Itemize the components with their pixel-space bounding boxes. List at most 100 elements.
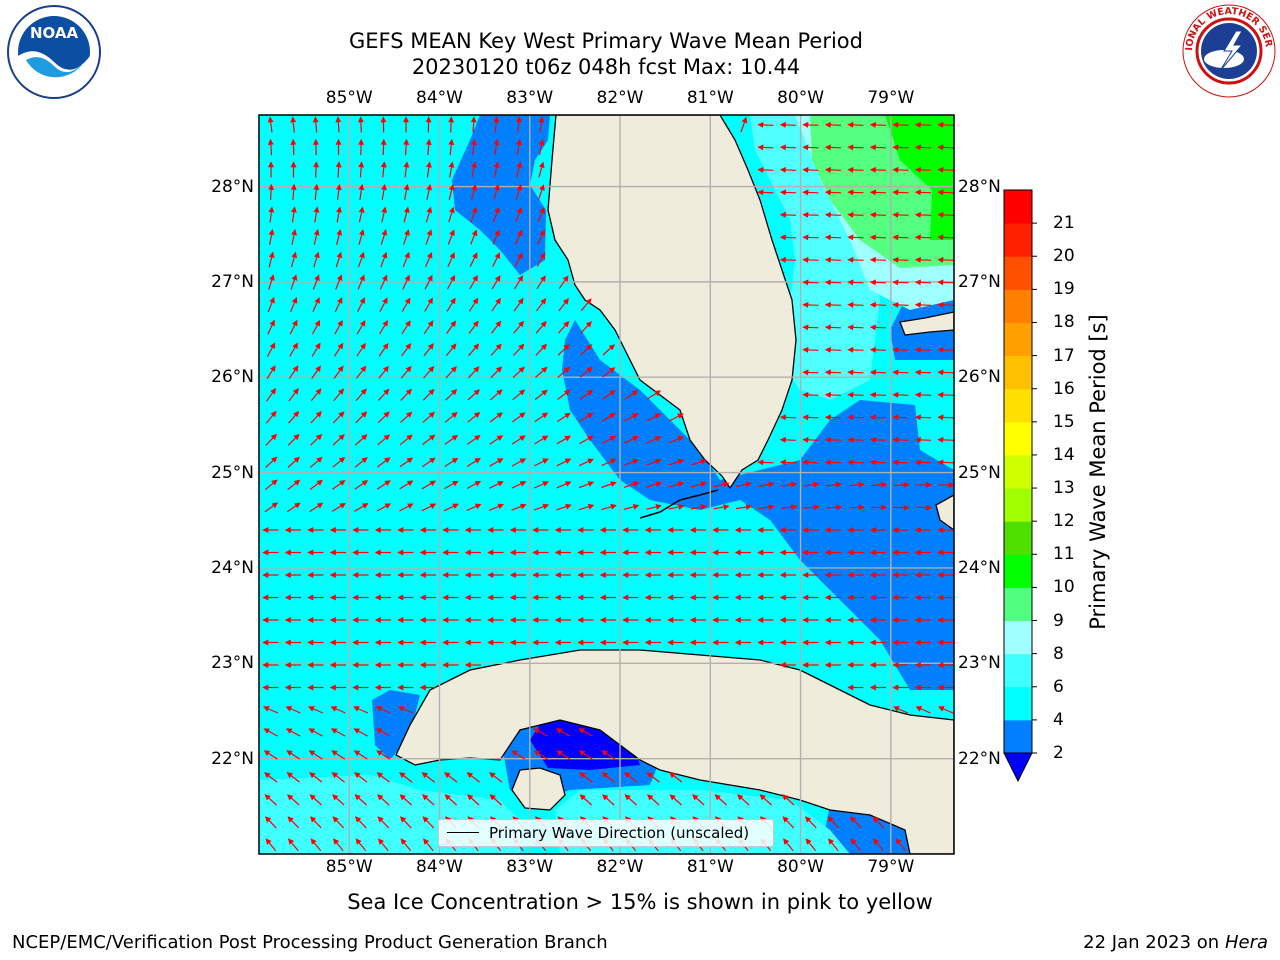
wave-arrow [376, 772, 390, 783]
wave-arrow [759, 794, 772, 806]
wave-arrow [354, 503, 369, 512]
colorbar-block [1004, 421, 1032, 456]
wave-arrow [377, 816, 390, 829]
wave-arrow [469, 252, 478, 267]
longitude-label: 84°W [416, 857, 463, 877]
wave-arrow [690, 504, 708, 510]
wave-arrow [377, 434, 391, 446]
wave-arrow [333, 388, 345, 402]
wave-arrow [355, 388, 367, 401]
wave-arrow [558, 321, 570, 334]
wave-arrow [397, 706, 414, 714]
wave-arrow [290, 116, 297, 133]
wave-arrow [357, 116, 364, 133]
colorbar-tick-label: 10 [1053, 577, 1075, 598]
wave-arrow [538, 161, 545, 178]
latitude-label: 28°N [958, 176, 1001, 197]
wave-arrow [421, 457, 436, 468]
wave-arrow [264, 479, 278, 491]
credit-text: NCEP/EMC/Verification Post Processing Pr… [12, 932, 608, 953]
colorbar-tick-label: 21 [1053, 213, 1075, 234]
wave-arrow [422, 411, 436, 423]
wave-arrow [869, 414, 887, 421]
wave-arrow [713, 481, 730, 488]
wave-arrow [266, 342, 276, 357]
wave-arrow [802, 166, 819, 173]
wave-arrow [538, 184, 545, 200]
wave-arrow [265, 838, 277, 852]
wave-arrow [334, 319, 343, 335]
wave-arrow [847, 369, 864, 376]
colorbar-block [1004, 355, 1032, 390]
wave-arrow [779, 211, 797, 218]
wave-arrow [892, 144, 909, 151]
wave-arrow [468, 343, 480, 357]
wave-arrow [758, 504, 775, 511]
wave-arrow [646, 458, 662, 466]
wave-arrow [335, 251, 343, 268]
wave-arrow [802, 144, 819, 151]
wave-arrow [824, 211, 842, 218]
wave-arrow [914, 414, 932, 421]
wave-arrow [444, 411, 458, 423]
wave-arrow [779, 144, 797, 151]
wave-arrow [914, 301, 932, 308]
wave-arrow [333, 365, 344, 379]
wave-arrow [805, 838, 817, 852]
wave-arrow [579, 794, 592, 806]
wave-arrow [268, 183, 275, 201]
wave-arrow [489, 458, 504, 467]
wave-arrow [266, 365, 276, 380]
wave-arrow [332, 816, 345, 829]
wave-arrow [309, 456, 323, 468]
wave-arrow [914, 121, 932, 128]
wave-arrow [423, 366, 435, 379]
wave-arrow [313, 183, 320, 201]
wave-arrow [872, 816, 885, 829]
wave-arrow [802, 414, 819, 421]
wave-arrow [914, 234, 932, 241]
wave-arrow [332, 457, 346, 468]
wave-arrow [779, 166, 797, 173]
wave-arrow [489, 435, 504, 445]
wave-arrow [802, 391, 819, 398]
wave-arrow [403, 229, 410, 245]
wave-arrow [514, 229, 523, 245]
wave-arrow [802, 256, 819, 263]
wave-arrow [601, 413, 616, 422]
wave-arrow [802, 279, 819, 286]
wave-arrow [489, 481, 504, 489]
wave-arrow [378, 838, 389, 852]
wave-arrow [869, 144, 887, 151]
wave-arrow [267, 296, 275, 313]
wave-arrow [937, 369, 954, 376]
wave-arrow [380, 138, 387, 156]
wave-arrow [825, 504, 843, 511]
wave-arrow [444, 772, 458, 783]
map-legend: Primary Wave Direction (unscaled) [438, 819, 774, 847]
date-stamp: 22 Jan 2023 on Hera [1083, 932, 1268, 953]
wave-arrow [534, 435, 549, 445]
wave-arrow [869, 279, 887, 286]
wave-arrow [892, 369, 909, 376]
wave-arrow [310, 411, 322, 424]
wave-arrow [578, 458, 594, 467]
wave-arrow [311, 319, 321, 335]
wave-arrow [601, 481, 617, 489]
wave-arrow [757, 121, 774, 128]
wave-arrow [515, 184, 523, 200]
colorbar-tick-label: 15 [1053, 411, 1075, 432]
wave-arrow [426, 184, 433, 200]
wave-arrow [422, 794, 435, 806]
wave-arrow [377, 457, 391, 468]
wave-arrow [291, 229, 297, 245]
wave-arrow [445, 343, 457, 357]
longitude-label: 81°W [686, 88, 734, 108]
wave-arrow [937, 121, 954, 128]
wave-arrow [534, 389, 548, 401]
wave-arrow [557, 389, 571, 400]
wave-arrow [268, 251, 275, 268]
wave-arrow [335, 116, 342, 133]
wave-arrow [737, 794, 750, 806]
wave-arrow [533, 750, 548, 760]
